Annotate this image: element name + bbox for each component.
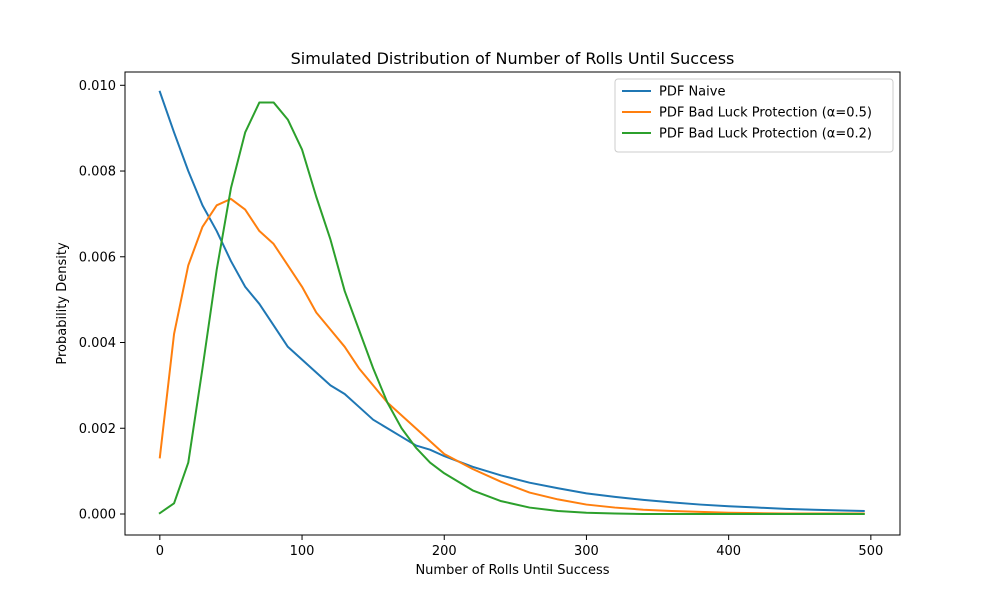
y-tick-label: 0.000 bbox=[79, 507, 116, 522]
x-tick-label: 300 bbox=[574, 544, 599, 559]
y-tick-label: 0.002 bbox=[79, 422, 116, 437]
legend: PDF Naive PDF Bad Luck Protection (α=0.5)… bbox=[614, 78, 894, 153]
x-tick-label: 200 bbox=[432, 544, 457, 559]
y-tick-label: 0.004 bbox=[79, 336, 116, 351]
y-axis: 0.000 0.002 0.004 0.006 0.008 0.010 bbox=[79, 79, 125, 522]
x-axis: 0 100 200 300 400 500 bbox=[156, 535, 883, 559]
legend-label-2: PDF Bad Luck Protection (α=0.5) bbox=[659, 106, 872, 121]
plot-frame bbox=[124, 71, 901, 536]
x-tick-label: 400 bbox=[716, 544, 741, 559]
legend-box bbox=[614, 78, 894, 153]
y-axis-title: Probability Density bbox=[55, 242, 70, 365]
x-axis-title: Number of Rolls Until Success bbox=[415, 563, 609, 578]
x-tick-label: 100 bbox=[290, 544, 315, 559]
y-tick-label: 0.008 bbox=[79, 165, 116, 180]
chart-title: Simulated Distribution of Number of Roll… bbox=[291, 49, 735, 68]
x-tick-label: 500 bbox=[858, 544, 883, 559]
y-tick-label: 0.006 bbox=[79, 250, 116, 265]
legend-label-3: PDF Bad Luck Protection (α=0.2) bbox=[659, 127, 872, 142]
series-layer bbox=[158, 90, 865, 515]
series-line-1 bbox=[158, 90, 865, 513]
y-tick-label: 0.010 bbox=[79, 79, 116, 94]
series-line-2 bbox=[158, 197, 865, 515]
series-line-3 bbox=[158, 101, 865, 515]
x-tick-label: 0 bbox=[156, 544, 164, 559]
legend-label-1: PDF Naive bbox=[659, 85, 725, 100]
